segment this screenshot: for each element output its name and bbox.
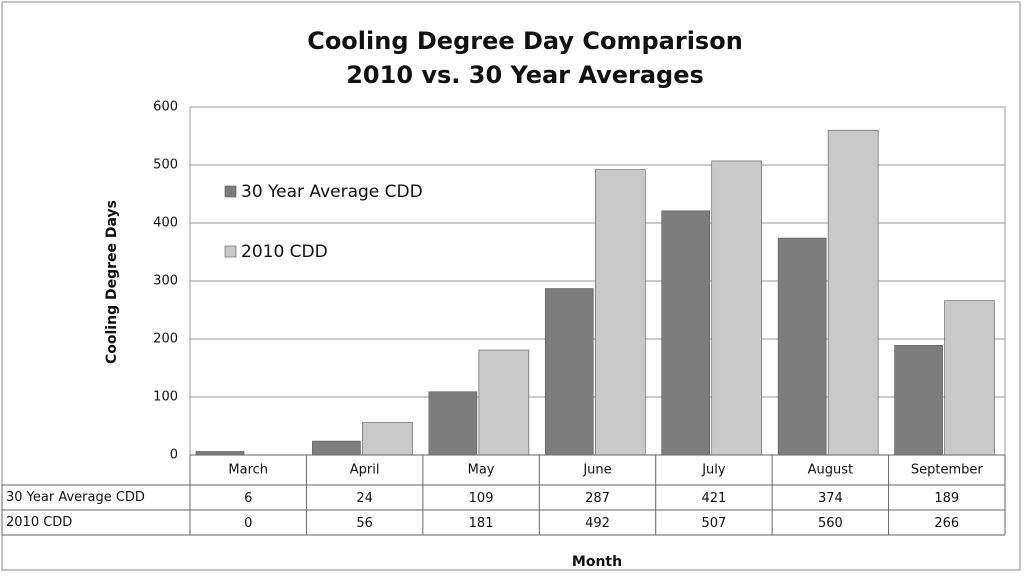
x-tick-label: May: [468, 463, 495, 478]
table-value: 560: [818, 516, 843, 531]
x-tick-label: August: [808, 463, 854, 478]
y-tick-label: 500: [153, 158, 178, 173]
x-axis-title: Month: [572, 554, 622, 570]
bar: [312, 440, 361, 456]
bar: [594, 169, 646, 456]
bar: [894, 345, 943, 456]
table-row-label: 30 Year Average CDD: [6, 490, 145, 505]
table-value: 266: [934, 516, 959, 531]
y-tick-label: 200: [153, 332, 178, 347]
table-value: 181: [469, 516, 494, 531]
table-value: 6: [244, 491, 252, 506]
table-row-label: 2010 CDD: [6, 515, 72, 530]
table-value: 374: [818, 491, 843, 506]
table-value: 507: [702, 516, 727, 531]
y-axis-title: Cooling Degree Days: [104, 200, 120, 364]
table-value: 109: [469, 491, 494, 506]
y-tick-label: 0: [170, 448, 178, 463]
legend-swatch: [224, 185, 237, 198]
bar: [711, 160, 763, 456]
legend-label: 30 Year Average CDD: [241, 182, 423, 202]
bar: [544, 288, 594, 456]
bar: [777, 237, 827, 456]
x-tick-label: March: [228, 463, 268, 478]
table-value: 56: [356, 516, 373, 531]
bar: [362, 422, 413, 456]
table-value: 421: [702, 491, 727, 506]
bar: [478, 349, 530, 456]
chart-subtitle: 2010 vs. 30 Year Averages: [346, 61, 704, 89]
bar: [661, 210, 711, 456]
x-tick-label: June: [582, 463, 611, 478]
legend-label: 2010 CDD: [241, 242, 328, 262]
bar: [195, 451, 245, 456]
bar: [428, 391, 478, 456]
table-value: 492: [585, 516, 610, 531]
table-value: 189: [934, 491, 959, 506]
y-tick-label: 600: [153, 100, 178, 115]
x-tick-label: September: [911, 463, 984, 478]
table-value: 287: [585, 491, 610, 506]
bar: [944, 300, 995, 456]
y-tick-label: 300: [153, 274, 178, 289]
chart-title: Cooling Degree Day Comparison: [307, 27, 743, 55]
table-value: 0: [244, 516, 252, 531]
x-tick-label: July: [701, 463, 726, 478]
legend-swatch: [224, 245, 237, 258]
table-value: 24: [356, 491, 373, 506]
bar: [827, 129, 879, 456]
x-tick-label: April: [350, 463, 380, 478]
y-tick-label: 100: [153, 390, 178, 405]
y-tick-label: 400: [153, 216, 178, 231]
